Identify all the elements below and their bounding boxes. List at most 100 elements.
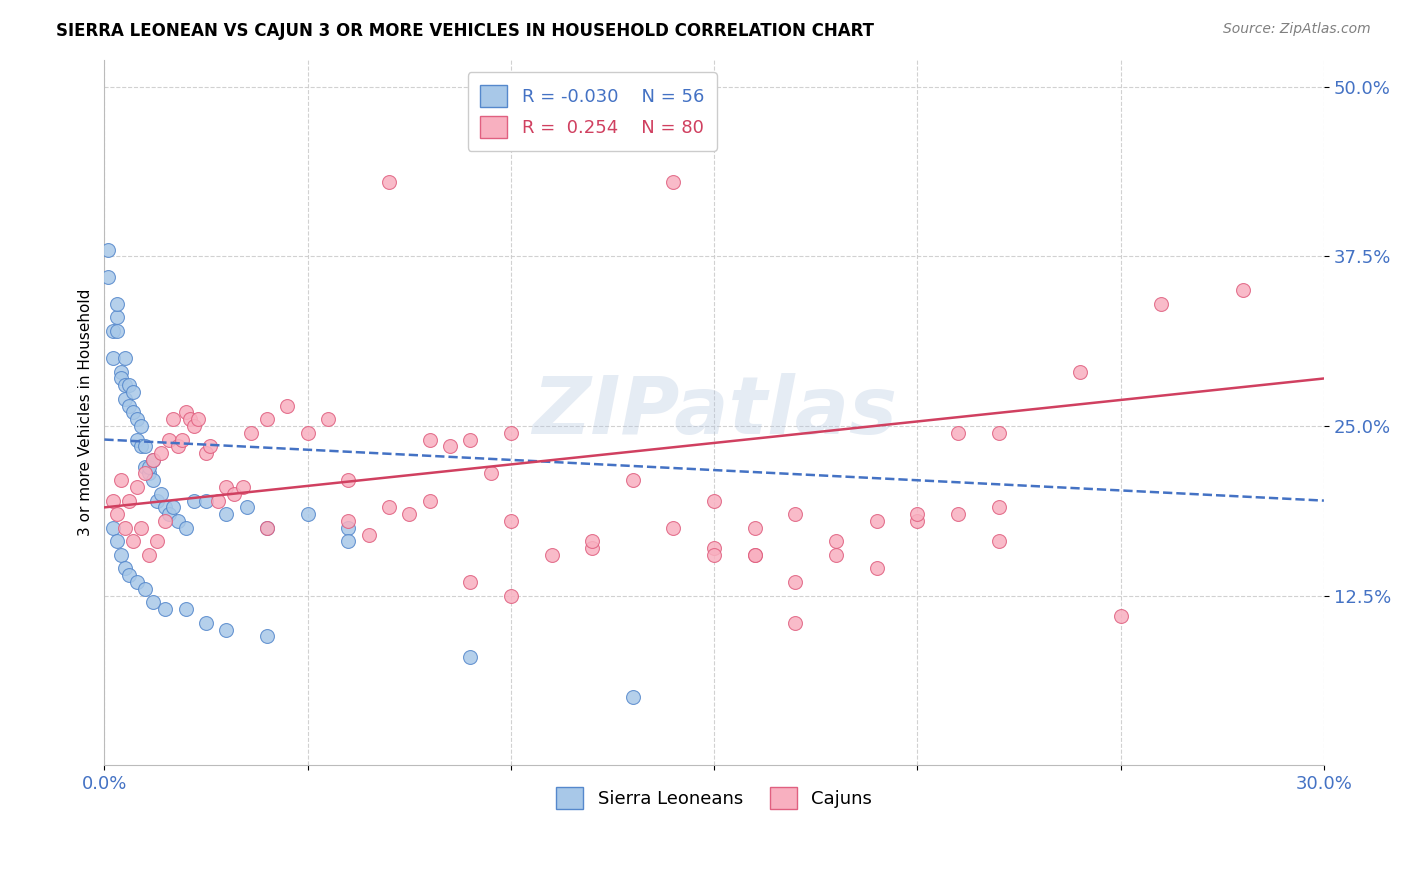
Point [866,561,889,575]
Point [987,425,1010,440]
Point [540,548,562,562]
Point [419,433,441,447]
Point [581,134,603,148]
Point [581,541,603,555]
Point [170,433,193,447]
Point [101,521,124,535]
Point [1232,283,1254,297]
Point [825,534,848,549]
Point [155,500,177,515]
Point [195,615,218,630]
Text: ZIPatlas: ZIPatlas [531,374,897,451]
Point [118,568,141,582]
Point [101,351,124,365]
Point [110,371,132,385]
Point [105,324,128,338]
Point [378,500,401,515]
Point [134,439,156,453]
Point [195,493,218,508]
Point [118,493,141,508]
Point [1109,609,1132,624]
Point [662,521,685,535]
Point [157,507,180,521]
Point [142,453,165,467]
Point [134,459,156,474]
Point [183,493,205,508]
Point [398,507,420,521]
Point [166,514,188,528]
Point [114,378,136,392]
Point [157,433,180,447]
Point [105,534,128,549]
Point [114,561,136,575]
Point [256,521,278,535]
Point [946,507,969,521]
Point [187,412,209,426]
Point [215,480,238,494]
Point [215,507,238,521]
Point [297,507,319,521]
Point [146,493,169,508]
Point [703,548,725,562]
Point [121,405,143,419]
Point [458,574,481,589]
Point [703,541,725,555]
Point [419,493,441,508]
Point [118,378,141,392]
Point [129,419,152,434]
Point [232,480,254,494]
Point [439,439,461,453]
Point [142,473,165,487]
Point [499,514,522,528]
Point [337,534,360,549]
Point [987,534,1010,549]
Point [744,521,766,535]
Point [105,310,128,325]
Point [499,589,522,603]
Point [297,425,319,440]
Point [121,385,143,400]
Point [138,459,160,474]
Point [621,473,644,487]
Point [125,412,148,426]
Point [97,243,120,257]
Point [110,548,132,562]
Point [458,433,481,447]
Point [479,467,502,481]
Point [146,534,169,549]
Point [105,507,128,521]
Point [662,175,685,189]
Point [987,500,1010,515]
Point [114,351,136,365]
Y-axis label: 3 or more Vehicles in Household: 3 or more Vehicles in Household [79,289,93,536]
Point [337,473,360,487]
Point [142,453,165,467]
Point [114,392,136,406]
Point [785,574,807,589]
Point [118,399,141,413]
Point [97,269,120,284]
Point [150,446,173,460]
Point [162,500,184,515]
Point [198,439,221,453]
Point [357,527,380,541]
Point [256,412,278,426]
Point [125,480,148,494]
Point [138,548,160,562]
Point [378,175,401,189]
Point [125,433,148,447]
Point [499,425,522,440]
Point [235,500,257,515]
Point [174,405,197,419]
Point [785,615,807,630]
Point [785,507,807,521]
Point [129,439,152,453]
Text: Source: ZipAtlas.com: Source: ZipAtlas.com [1223,22,1371,37]
Point [174,521,197,535]
Point [946,425,969,440]
Point [256,521,278,535]
Point [101,493,124,508]
Point [1150,297,1173,311]
Point [825,548,848,562]
Point [179,412,201,426]
